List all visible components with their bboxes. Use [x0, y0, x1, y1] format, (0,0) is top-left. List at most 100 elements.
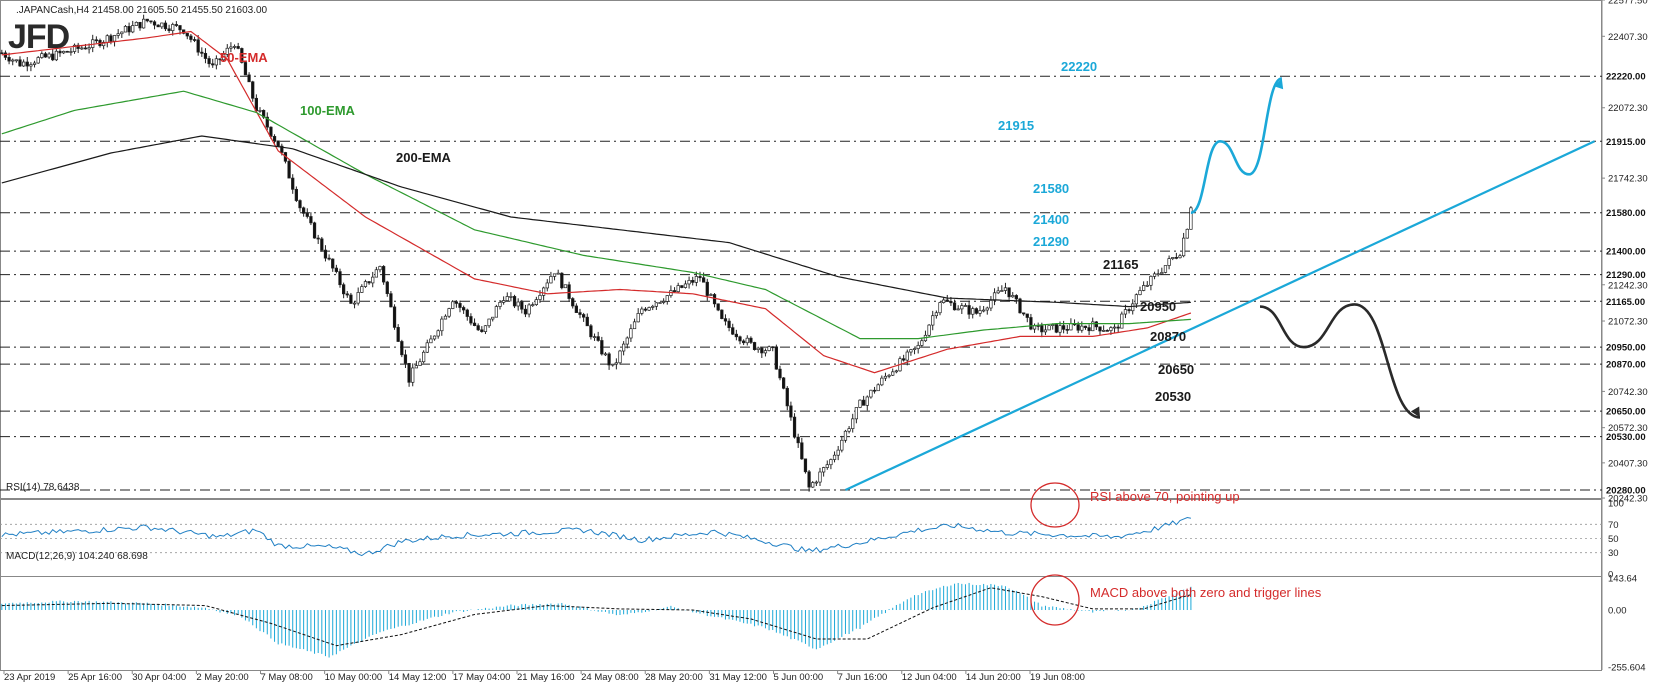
candle-body — [302, 207, 306, 214]
candle-body — [160, 22, 164, 28]
candle-body — [825, 464, 829, 468]
candle-body — [800, 442, 804, 460]
candle-body — [709, 294, 713, 296]
candle-body — [345, 293, 349, 296]
candle-body — [858, 399, 862, 408]
candle-body — [236, 46, 240, 49]
candle-body — [542, 287, 546, 296]
candle-body — [676, 285, 680, 292]
candle-body — [218, 58, 222, 61]
candle-body — [902, 358, 906, 361]
level-price-label: 22220.00 — [1606, 72, 1646, 83]
candle-body — [349, 294, 353, 304]
candle-body — [1054, 324, 1058, 333]
level-price-label: 20280.00 — [1606, 486, 1646, 497]
candle-body — [1152, 273, 1157, 277]
candle-body — [854, 407, 858, 420]
candle-body — [338, 271, 342, 286]
candle-body — [425, 342, 429, 353]
candle-body — [1163, 265, 1168, 273]
candle-body — [1149, 276, 1153, 286]
candle-body — [131, 25, 135, 33]
macd-header: MACD(12,26,9) 104.240 68.698 — [6, 551, 148, 562]
candle-body — [520, 301, 524, 310]
candle-body — [796, 436, 800, 444]
candle-body — [705, 281, 709, 296]
candle-body — [72, 44, 77, 52]
candle-body — [1127, 309, 1131, 312]
candle-body — [996, 290, 1000, 294]
candle-body — [1011, 295, 1015, 298]
candle-body — [1087, 327, 1091, 332]
candle-body — [723, 318, 728, 322]
macd-tick-label: -255.604 — [1608, 663, 1646, 674]
candle-body — [138, 21, 142, 29]
level-annotation: 21400 — [1033, 212, 1069, 227]
candle-body — [127, 26, 131, 33]
candle-body — [1120, 313, 1124, 329]
candle-body — [651, 305, 655, 308]
candle-body — [83, 47, 88, 50]
candle-body — [487, 318, 491, 327]
200-ema-label: 200-EMA — [396, 150, 452, 165]
candle-body — [534, 299, 538, 305]
candle-body — [1003, 287, 1008, 291]
candle-body — [527, 304, 531, 315]
candle-body — [818, 471, 822, 483]
level-annotation: 21290 — [1033, 234, 1069, 249]
candle-body — [447, 308, 451, 317]
candle-body — [363, 281, 368, 287]
candle-body — [185, 32, 189, 37]
candle-body — [22, 61, 26, 67]
candle-body — [214, 58, 218, 66]
candle-body — [782, 377, 786, 389]
level-annotation: 21580 — [1033, 181, 1069, 196]
candle-body — [931, 315, 935, 326]
candle-body — [367, 281, 371, 284]
time-tick-label: 19 Jun 08:00 — [1030, 672, 1085, 683]
candle-body — [1091, 321, 1095, 332]
candle-body — [331, 258, 335, 269]
candle-body — [1189, 207, 1193, 230]
time-tick-label: 14 May 12:00 — [389, 672, 447, 683]
candle-body — [1040, 325, 1044, 333]
candle-body — [480, 329, 484, 332]
level-label-box — [1603, 341, 1653, 354]
candle-body — [352, 302, 357, 305]
candle-body — [771, 346, 775, 349]
candle-body — [203, 52, 208, 59]
candle-body — [58, 50, 62, 54]
candle-body — [454, 301, 458, 304]
price-tick-label: 21072.30 — [1608, 317, 1648, 328]
candle-body — [516, 301, 520, 307]
level-price-label: 20870.00 — [1606, 360, 1646, 371]
candle-body — [305, 213, 309, 217]
candle-body — [851, 418, 855, 429]
candle-body — [105, 35, 109, 43]
candle-body — [109, 35, 113, 42]
candle-body — [505, 296, 509, 301]
candle-body — [1112, 326, 1117, 329]
candle-body — [465, 309, 469, 317]
jfd-logo: JFD — [8, 18, 70, 56]
candle-body — [182, 29, 186, 34]
rsi-tick-label: 50 — [1608, 534, 1619, 545]
candle-body — [1076, 324, 1080, 331]
candle-body — [658, 302, 662, 304]
candle-body — [822, 467, 826, 473]
level-price-label: 21580.00 — [1606, 208, 1646, 219]
time-tick-label: 30 Apr 04:00 — [132, 672, 186, 683]
level-annotation: 21915 — [998, 118, 1034, 133]
rsi-header: RSI(14) 78.6438 — [6, 482, 80, 493]
candle-body — [549, 276, 553, 284]
candle-body — [54, 50, 58, 61]
candle-body — [636, 313, 640, 323]
candle-body — [756, 347, 760, 351]
candle-body — [894, 370, 898, 373]
candle-body — [403, 354, 408, 364]
bullish-scenario-arrowhead — [1274, 78, 1284, 90]
candle-body — [265, 116, 269, 128]
candle-body — [967, 305, 971, 315]
candle-body — [680, 285, 684, 288]
